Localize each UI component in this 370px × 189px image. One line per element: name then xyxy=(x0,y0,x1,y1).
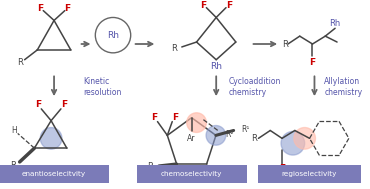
Text: F: F xyxy=(279,164,285,173)
Text: F: F xyxy=(309,58,316,67)
Text: Rh: Rh xyxy=(210,62,222,71)
Text: F: F xyxy=(151,113,158,122)
Text: F: F xyxy=(172,113,178,122)
Text: Ar: Ar xyxy=(187,134,196,143)
Circle shape xyxy=(206,125,226,145)
Text: F: F xyxy=(201,1,206,10)
Text: chemistry: chemistry xyxy=(324,88,363,97)
Text: Rh: Rh xyxy=(107,31,119,40)
Text: Allylation: Allylation xyxy=(324,77,360,86)
Text: R: R xyxy=(17,58,23,67)
Text: R: R xyxy=(252,134,258,143)
Text: R²: R² xyxy=(225,130,233,139)
FancyBboxPatch shape xyxy=(0,165,109,183)
Circle shape xyxy=(281,132,305,155)
Text: chemoselectivity: chemoselectivity xyxy=(161,171,222,177)
Circle shape xyxy=(40,128,62,149)
Text: R: R xyxy=(282,40,288,49)
Text: F: F xyxy=(64,4,70,13)
Circle shape xyxy=(187,113,206,132)
Text: F: F xyxy=(37,4,43,13)
FancyBboxPatch shape xyxy=(259,165,361,183)
Text: F: F xyxy=(226,1,232,10)
FancyBboxPatch shape xyxy=(137,165,247,183)
Text: Rh: Rh xyxy=(329,19,341,28)
Text: R¹: R¹ xyxy=(242,125,250,134)
Text: resolution: resolution xyxy=(84,88,122,97)
Text: R: R xyxy=(147,162,153,171)
Text: H: H xyxy=(11,126,17,135)
Text: Kinetic: Kinetic xyxy=(84,77,110,86)
Text: chemistry: chemistry xyxy=(229,88,267,97)
Text: F: F xyxy=(35,100,41,109)
Text: F: F xyxy=(61,100,67,109)
Text: R: R xyxy=(171,44,177,53)
Text: R: R xyxy=(10,161,16,170)
Text: regioselectivity: regioselectivity xyxy=(282,171,337,177)
Circle shape xyxy=(294,128,316,149)
Text: enantioselecitvity: enantioselecitvity xyxy=(22,171,86,177)
Text: Cycloaddition: Cycloaddition xyxy=(229,77,281,86)
